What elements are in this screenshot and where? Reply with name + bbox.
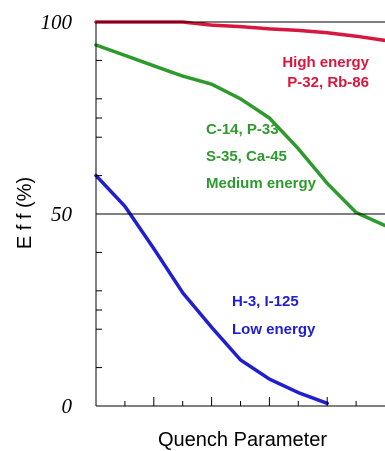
annotation-label: H-3, I-125 [232,293,299,310]
annotation-label: Medium energy [206,175,317,192]
annotation-label: Low energy [232,321,316,338]
annotation-label: High energy [282,54,369,71]
annotation-label: P-32, Rb-86 [287,74,369,91]
y-axis-label: E f f (%) [14,177,36,249]
x-axis-label: Quench Parameter [158,429,327,451]
y-tick-label: 100 [41,10,73,34]
series-line-high-energy [94,20,385,43]
series-line-medium-energy [94,43,385,228]
annotation-label: S-35, Ca-45 [206,148,287,165]
y-tick-label: 50 [51,202,73,226]
y-tick-label: 0 [62,394,73,418]
series-line-low-energy [94,173,329,406]
annotation-label: C-14, P-33 [206,121,279,138]
